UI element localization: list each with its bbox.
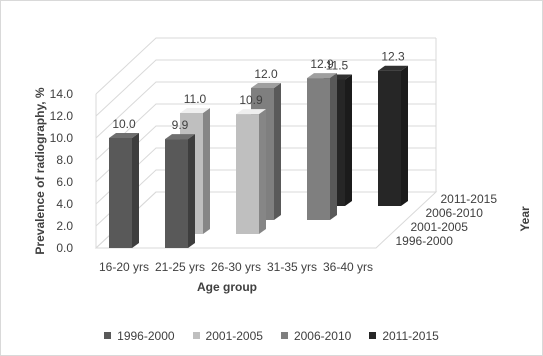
bar-front xyxy=(307,78,330,220)
legend: 1996-2000 2001-2005 2006-2010 2011-2015 xyxy=(1,329,542,343)
legend-item: 2006-2010 xyxy=(280,329,352,343)
bar-side xyxy=(259,109,266,234)
x-axis-title: Age group xyxy=(197,280,257,294)
x-axis-ticks: 16-20 yrs 21-25 yrs 26-30 yrs 31-35 yrs 36-4… xyxy=(99,260,373,274)
bar-top xyxy=(251,83,281,88)
depth-tick-label: 2006-2010 xyxy=(426,206,484,220)
data-labels: 11.5 12.3 12.0 12.9 11.0 10.9 10.0 9.9 xyxy=(112,50,405,132)
bar-front xyxy=(236,114,259,234)
bar-side xyxy=(274,83,281,220)
y-tick-label: 6.0 xyxy=(56,175,73,189)
y-tick-label: 2.0 xyxy=(56,219,73,233)
y-tick-label: 14.0 xyxy=(50,87,74,101)
bar-1996-2000-16-20 yrs xyxy=(109,133,139,248)
bar-side xyxy=(401,65,408,206)
bar-side xyxy=(188,134,195,248)
data-label: 11.5 xyxy=(326,59,349,73)
bar-top xyxy=(236,109,266,115)
chart-plot-area: 0.0 2.0 4.0 6.0 8.0 10.0 12.0 14.0 11.5 12.3 12.0… xyxy=(33,37,532,294)
y-axis-ticks: 0.0 2.0 4.0 6.0 8.0 10.0 12.0 14.0 xyxy=(50,87,74,255)
legend-label: 2006-2010 xyxy=(293,329,352,343)
legend-label: 2001-2005 xyxy=(205,329,263,343)
data-label: 9.9 xyxy=(172,118,189,132)
legend-swatch xyxy=(104,332,112,339)
legend-item: 2011-2015 xyxy=(369,329,439,343)
bar-1996-2000-21-25 yrs xyxy=(165,134,195,248)
bar-top xyxy=(109,133,139,138)
x-tick-label: 16-20 yrs xyxy=(99,260,149,274)
bar-side xyxy=(203,108,210,234)
bar-front xyxy=(165,139,188,248)
y-tick-label: 4.0 xyxy=(56,197,73,211)
data-label: 12.0 xyxy=(254,67,278,81)
bar-top xyxy=(165,134,195,140)
legend-item: 2001-2005 xyxy=(192,329,263,343)
y-axis-title: Prevalence of radiography, % xyxy=(33,87,47,254)
gridline xyxy=(95,37,436,95)
x-tick-label: 31-35 yrs xyxy=(267,260,317,274)
data-label: 12.3 xyxy=(381,50,405,64)
legend-swatch xyxy=(280,332,288,339)
bar-2011-2015-36-40 yrs xyxy=(378,65,408,206)
depth-axis-title: Year xyxy=(518,206,532,232)
x-tick-label: 21-25 yrs xyxy=(155,260,205,274)
data-label: 11.0 xyxy=(184,92,207,106)
legend-swatch xyxy=(192,332,200,339)
bar-side xyxy=(345,74,352,206)
x-tick-label: 36-40 yrs xyxy=(323,260,373,274)
bar-top xyxy=(307,73,337,79)
depth-tick-label: 2001-2005 xyxy=(411,220,469,234)
gridline xyxy=(95,59,436,117)
data-label: 10.9 xyxy=(239,93,263,107)
depth-tick-label: 1996-2000 xyxy=(396,234,454,248)
bar-side xyxy=(132,133,139,248)
depth-tick-label: 2011-2015 xyxy=(441,192,498,206)
bar-front xyxy=(378,70,401,206)
data-label: 12.9 xyxy=(310,57,334,71)
bar-2001-2005-26-30 yrs xyxy=(236,109,266,234)
legend-label: 1996-2000 xyxy=(117,329,175,343)
bar-side xyxy=(330,73,337,220)
bar-top xyxy=(180,108,210,113)
legend-item: 1996-2000 xyxy=(104,329,175,343)
legend-label: 2011-2015 xyxy=(382,329,439,343)
y-tick-label: 0.0 xyxy=(56,241,73,255)
bar-2006-2010-31-35 yrs xyxy=(307,73,337,220)
y-tick-label: 12.0 xyxy=(50,109,74,123)
y-tick-label: 8.0 xyxy=(56,153,73,167)
bar-front xyxy=(109,138,132,248)
x-tick-label: 26-30 yrs xyxy=(211,260,261,274)
data-label: 10.0 xyxy=(112,117,136,131)
bar-top xyxy=(378,65,408,71)
y-tick-label: 10.0 xyxy=(50,131,74,145)
bars xyxy=(109,65,408,248)
legend-swatch xyxy=(369,332,377,339)
